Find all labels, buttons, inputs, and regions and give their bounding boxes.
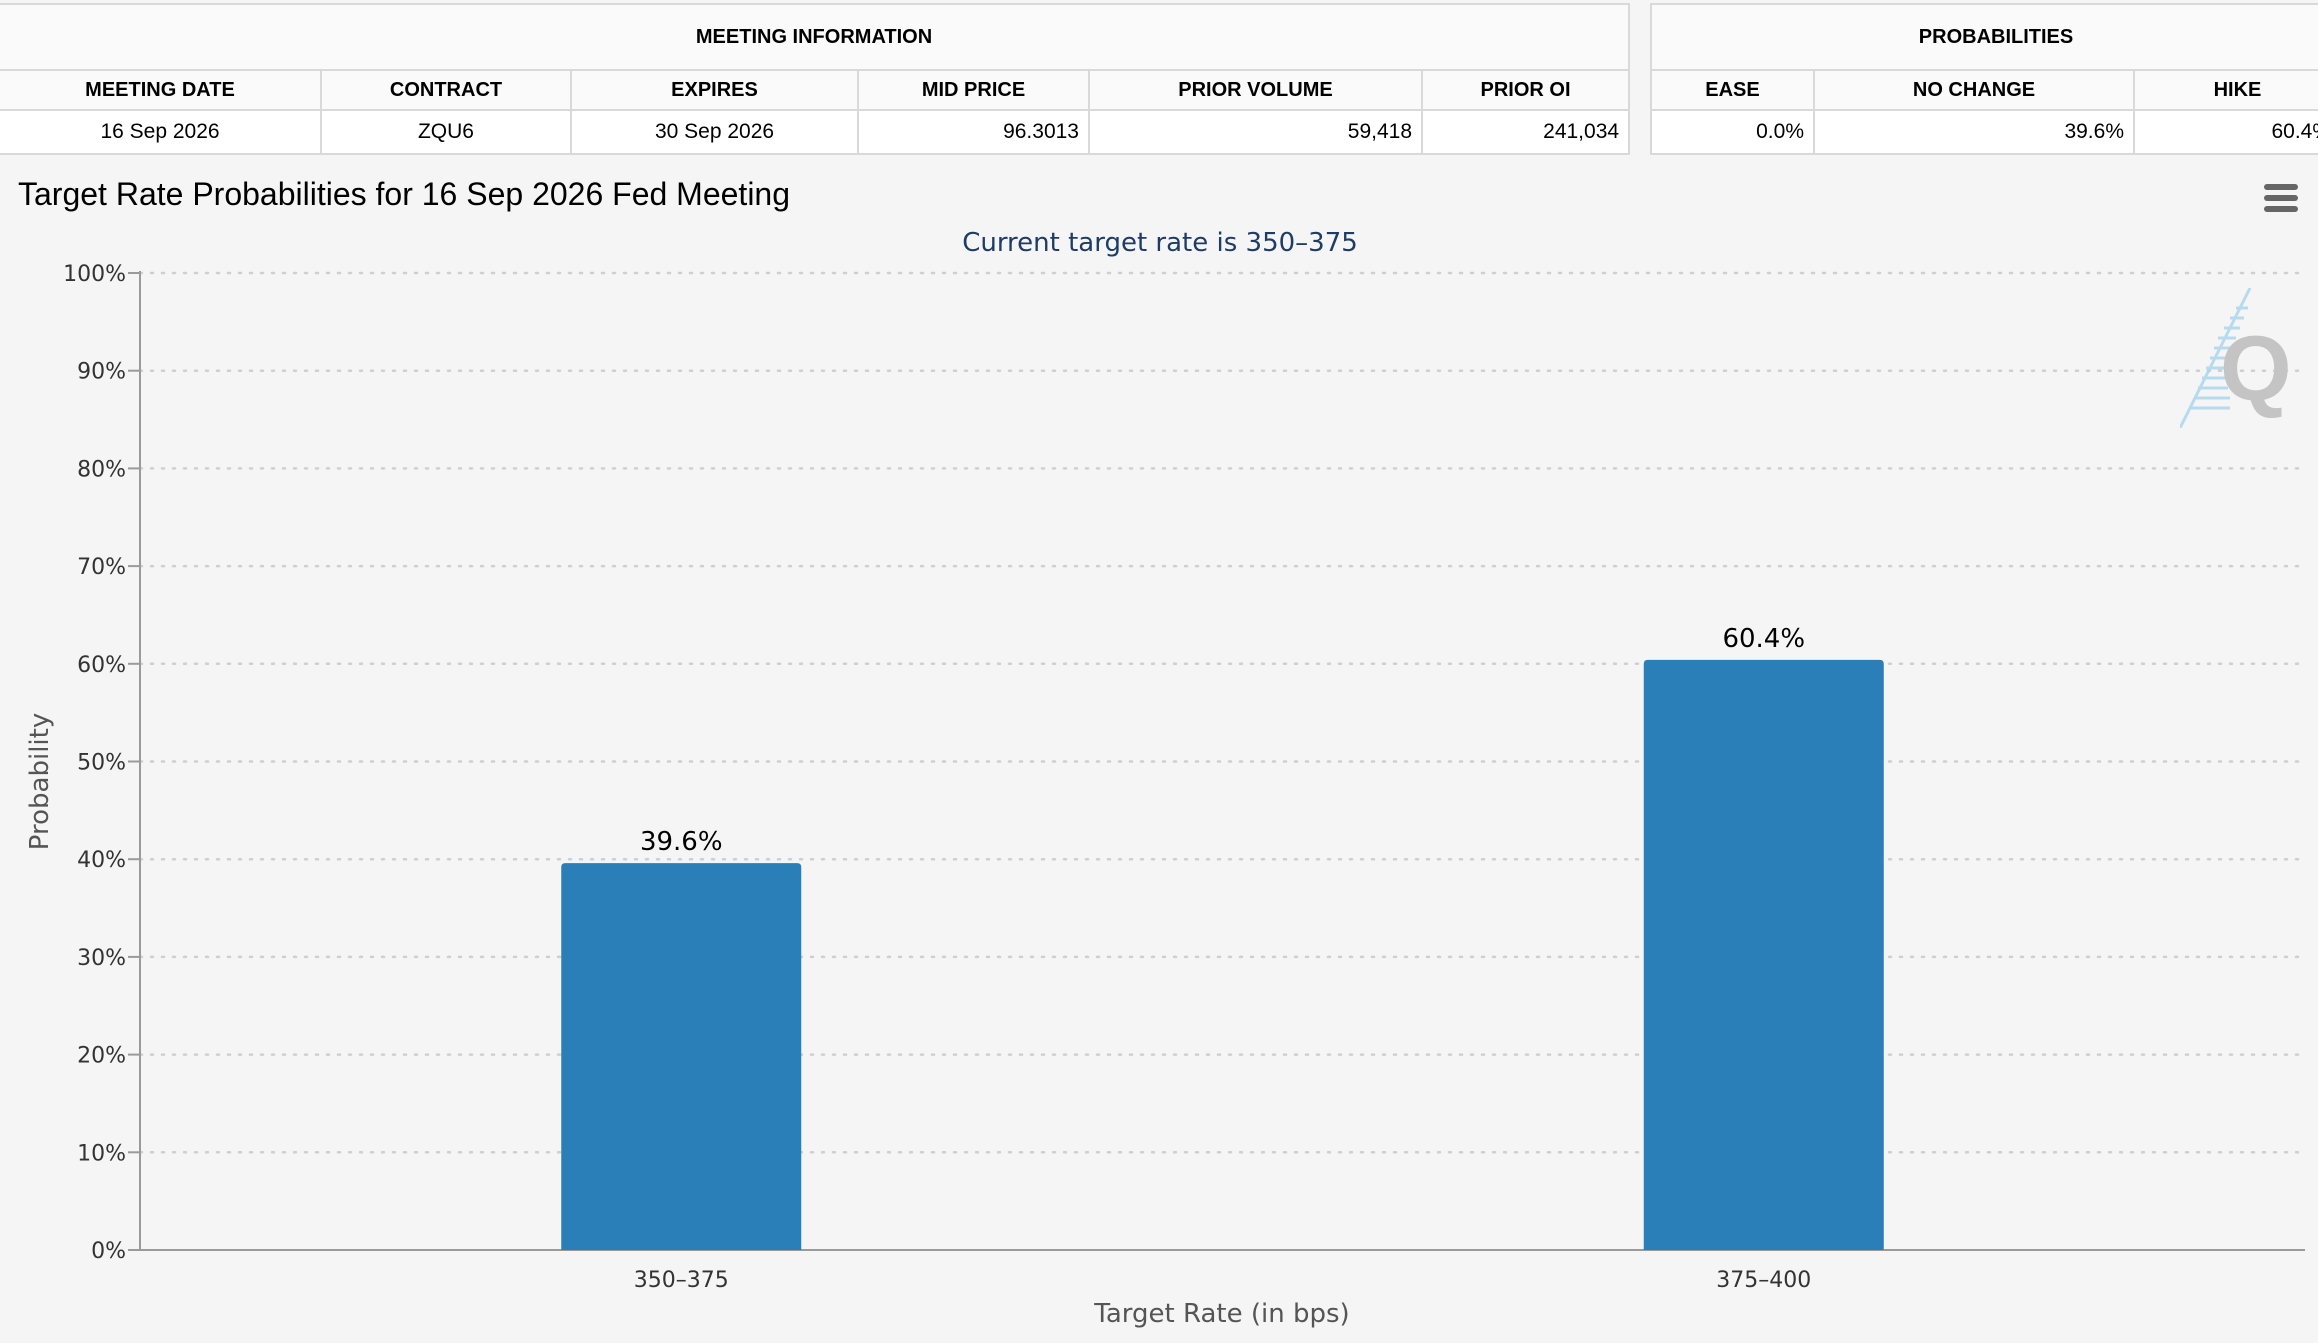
hike-cell: 60.4% — [2132, 109, 2318, 155]
table-row: 16 Sep 2026 ZQU6 30 Sep 2026 96.3013 59,… — [0, 109, 1631, 155]
no-change-cell: 39.6% — [1813, 109, 2135, 155]
y-tick-label: 70% — [77, 555, 126, 580]
mid-price-cell: 96.3013 — [857, 109, 1090, 155]
prior-volume-cell: 59,418 — [1088, 109, 1423, 155]
bar-data-label: 60.4% — [1722, 624, 1805, 654]
meeting-information-table: MEETING INFORMATION MEETING DATE CONTRAC… — [0, 3, 1631, 155]
column-header-no-change: NO CHANGE — [1813, 69, 2135, 111]
y-axis-title: Probability — [25, 713, 55, 850]
probabilities-table: PROBABILITIES EASE NO CHANGE HIKE 0.0% 3… — [1649, 3, 2318, 155]
x-tick-label: 375–400 — [1716, 1268, 1811, 1293]
bar-2 — [1643, 659, 1884, 1250]
ease-cell: 0.0% — [1650, 109, 1815, 155]
column-header-mid-price: MID PRICE — [857, 69, 1090, 111]
svg-text:Q: Q — [2220, 318, 2290, 420]
y-tick-label: 90% — [77, 360, 126, 385]
meeting-date-cell: 16 Sep 2026 — [0, 109, 322, 155]
column-header-ease: EASE — [1650, 69, 1815, 111]
y-tick-label: 20% — [77, 1044, 126, 1069]
chart-title: Target Rate Probabilities for 16 Sep 202… — [18, 176, 791, 212]
column-header-prior-oi: PRIOR OI — [1420, 69, 1631, 111]
column-header-contract: CONTRACT — [320, 69, 572, 111]
column-header-meeting-date: MEETING DATE — [0, 69, 322, 111]
y-tick-label: 50% — [77, 751, 126, 776]
chart-subtitle: Current target rate is 350–375 — [962, 228, 1358, 258]
y-tick-label: 30% — [77, 946, 126, 971]
x-tick-label: 350–375 — [634, 1268, 729, 1293]
column-header-expires: EXPIRES — [570, 69, 859, 111]
column-header-hike: HIKE — [2132, 69, 2318, 111]
hamburger-menu-icon[interactable] — [2264, 184, 2298, 214]
chart: Current target rate is 350–375 0% 10% 20% 30… — [25, 228, 2307, 1329]
q-logo-watermark-icon: Q — [2180, 288, 2290, 428]
expires-cell: 30 Sep 2026 — [570, 109, 859, 155]
meeting-information-header: MEETING INFORMATION — [0, 3, 1631, 71]
contract-cell: ZQU6 — [320, 109, 572, 155]
table-row: 0.0% 39.6% 60.4% — [1650, 109, 2318, 155]
bar-1 — [561, 863, 802, 1250]
bar-data-label: 39.6% — [640, 827, 723, 857]
y-tick-label: 80% — [77, 457, 126, 482]
y-tick-label: 10% — [77, 1141, 126, 1166]
y-tick-label: 40% — [77, 848, 126, 873]
column-header-prior-volume: PRIOR VOLUME — [1088, 69, 1423, 111]
y-tick-label: 100% — [63, 262, 126, 287]
prior-oi-cell: 241,034 — [1420, 109, 1631, 155]
y-tick-label: 0% — [91, 1239, 126, 1264]
x-axis-title: Target Rate (in bps) — [1093, 1299, 1349, 1329]
y-tick-label: 60% — [77, 653, 126, 678]
probabilities-header: PROBABILITIES — [1649, 3, 2318, 71]
